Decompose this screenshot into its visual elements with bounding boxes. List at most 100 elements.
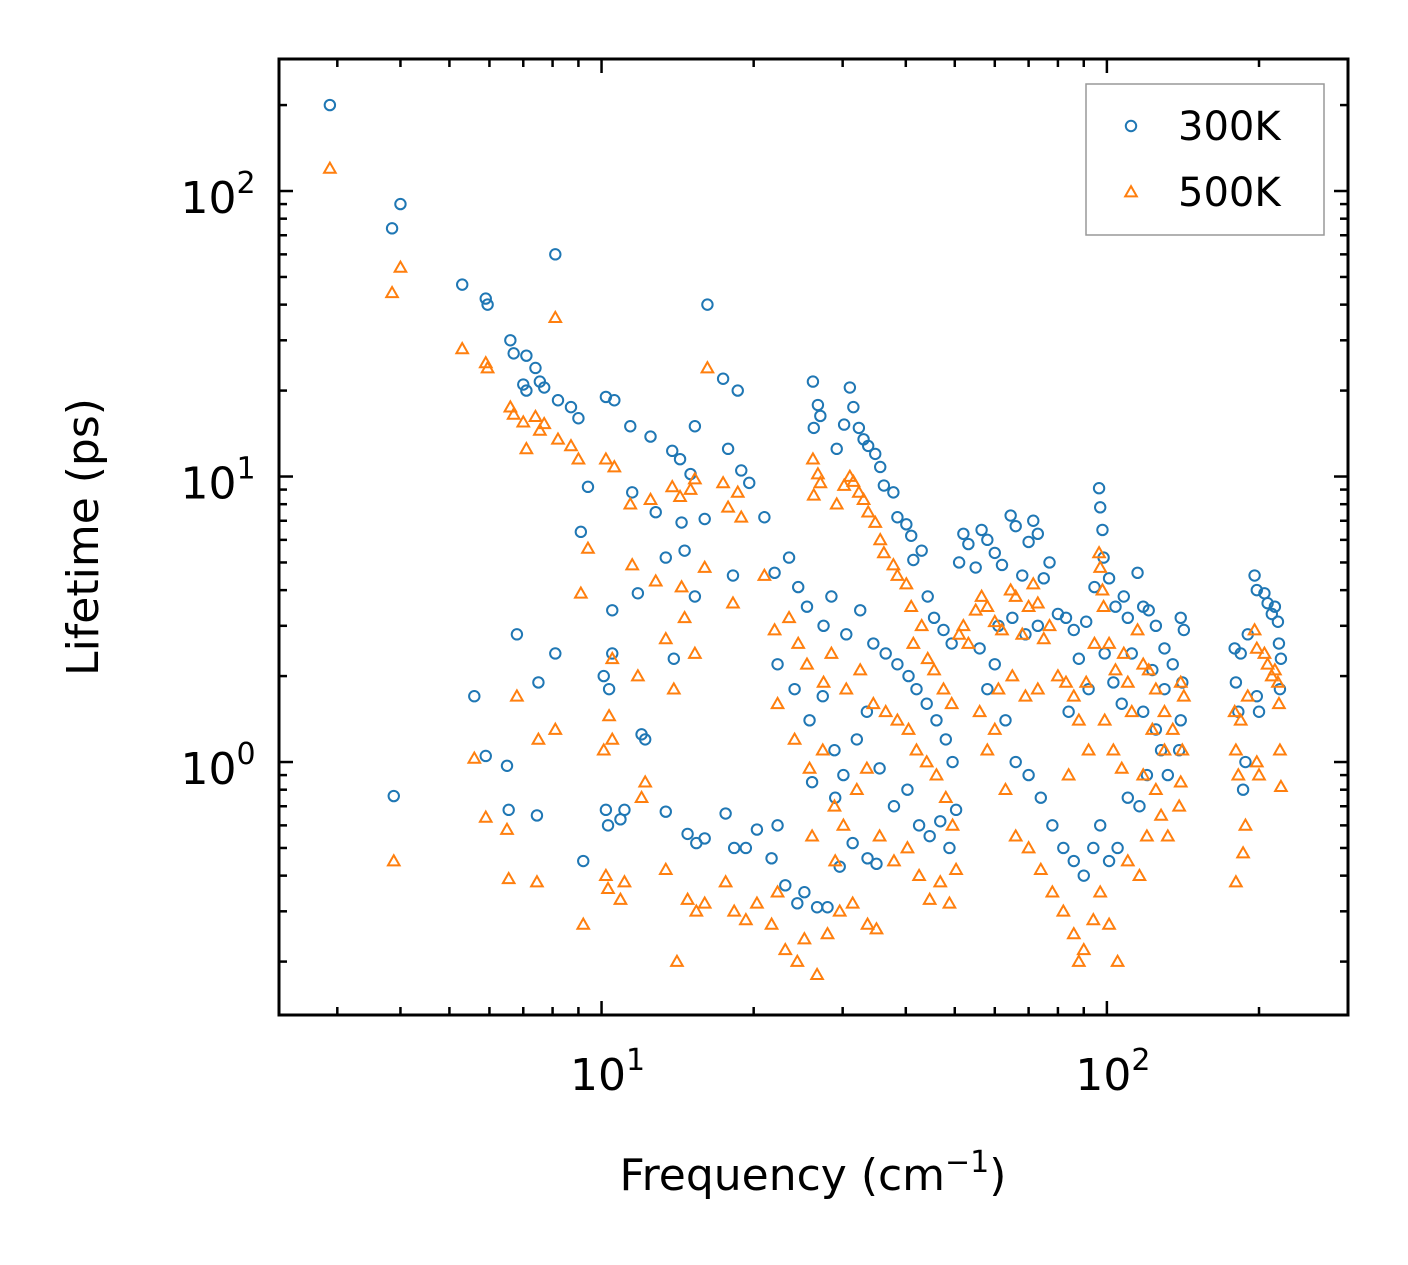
data-point-500K xyxy=(530,731,546,745)
data-point-500K xyxy=(1030,681,1046,695)
data-point-500K xyxy=(845,473,861,487)
data-point-300K xyxy=(726,569,740,582)
data-point-500K xyxy=(827,853,843,867)
data-point-300K xyxy=(1161,768,1175,782)
data-point-300K xyxy=(779,879,792,892)
data-point-300K xyxy=(887,486,900,499)
data-point-500K xyxy=(612,891,628,905)
data-point-500K xyxy=(322,160,338,174)
data-point-500K xyxy=(816,674,832,688)
data-point-300K xyxy=(1031,527,1045,541)
data-point-500K xyxy=(974,588,990,602)
data-point-300K xyxy=(837,418,851,431)
data-point-300K xyxy=(701,298,714,311)
data-point-500K xyxy=(796,931,812,945)
data-point-300K xyxy=(921,590,934,603)
data-point-300K xyxy=(1166,658,1179,671)
data-point-500K xyxy=(1173,774,1189,788)
data-point-300K xyxy=(1115,697,1128,710)
x-tick-label: 101 xyxy=(570,1043,645,1101)
data-point-500K xyxy=(867,514,883,528)
data-point-500K xyxy=(726,903,742,917)
data-point-500K xyxy=(851,484,867,498)
data-point-300K xyxy=(675,516,688,529)
data-point-500K xyxy=(573,585,589,599)
y-tick-label: 101 xyxy=(180,452,255,510)
data-point-300K xyxy=(870,857,883,871)
data-point-500K xyxy=(1078,674,1094,688)
data-point-500K xyxy=(1008,588,1024,602)
data-point-300K xyxy=(385,222,399,235)
data-point-500K xyxy=(938,789,954,804)
data-point-300K xyxy=(673,452,687,466)
data-point-500K xyxy=(764,916,780,930)
data-point-300K xyxy=(520,349,533,362)
data-point-300K xyxy=(1137,705,1150,718)
data-point-300K xyxy=(1248,569,1261,582)
data-point-300K xyxy=(877,479,891,492)
data-point-300K xyxy=(631,587,645,600)
data-point-300K xyxy=(688,590,702,603)
data-point-500K xyxy=(1273,778,1289,792)
data-point-500K xyxy=(823,645,839,659)
data-point-300K xyxy=(1009,519,1022,533)
data-point-500K xyxy=(1101,916,1117,930)
data-point-500K xyxy=(1105,742,1121,756)
data-point-300K xyxy=(1117,590,1130,603)
data-point-500K xyxy=(1004,668,1020,682)
data-point-500K xyxy=(1025,576,1041,590)
data-point-300K xyxy=(1067,854,1080,868)
data-point-500K xyxy=(669,953,685,967)
data-point-500K xyxy=(1260,656,1276,670)
data-point-500K xyxy=(1058,674,1074,688)
data-point-500K xyxy=(1160,828,1176,842)
data-point-300K xyxy=(1121,791,1135,804)
data-point-500K xyxy=(1141,662,1157,676)
data-point-300K xyxy=(456,278,469,291)
data-point-300K xyxy=(973,642,986,655)
legend: 300K 500K xyxy=(1085,83,1325,236)
data-point-500K xyxy=(384,284,400,299)
data-point-500K xyxy=(1085,912,1101,926)
data-point-300K xyxy=(532,676,545,689)
data-point-500K xyxy=(1096,598,1112,613)
data-point-300K xyxy=(1107,676,1120,689)
data-point-500K xyxy=(1030,595,1046,609)
data-point-300K xyxy=(1062,705,1075,718)
data-point-300K xyxy=(1072,652,1086,665)
data-point-500K xyxy=(1174,742,1190,756)
data-point-500K xyxy=(1033,861,1049,875)
data-point-500K xyxy=(856,491,872,505)
data-point-300K xyxy=(995,558,1009,572)
data-point-300K xyxy=(999,714,1012,727)
data-point-300K xyxy=(1088,580,1101,594)
data-point-500K xyxy=(1014,626,1030,640)
data-point-300K xyxy=(817,619,830,633)
data-point-300K xyxy=(765,852,778,865)
data-point-500K xyxy=(920,650,936,665)
data-point-500K xyxy=(1008,828,1024,842)
axis-ticks xyxy=(279,59,1350,1015)
data-point-500K xyxy=(666,681,682,695)
data-point-300K xyxy=(946,755,959,769)
data-point-300K xyxy=(1004,509,1017,522)
data-point-300K xyxy=(910,682,923,696)
data-point-500K xyxy=(1116,645,1132,659)
data-point-500K xyxy=(859,760,875,774)
data-point-500K xyxy=(733,509,749,523)
data-point-300K xyxy=(1133,800,1146,813)
data-point-500K xyxy=(872,532,888,546)
data-point-500K xyxy=(550,431,566,445)
data-point-300K xyxy=(847,400,860,414)
data-point-300K xyxy=(510,628,524,641)
data-point-300K xyxy=(846,836,859,850)
data-point-500K xyxy=(1228,874,1244,888)
data-point-300K xyxy=(905,529,918,542)
data-point-500K xyxy=(889,567,905,581)
data-point-300K xyxy=(981,682,994,696)
data-point-500K xyxy=(1227,703,1243,718)
data-point-300K xyxy=(879,647,892,660)
data-point-300K xyxy=(830,442,843,456)
data-point-300K xyxy=(807,421,820,435)
data-point-300K xyxy=(816,690,829,703)
